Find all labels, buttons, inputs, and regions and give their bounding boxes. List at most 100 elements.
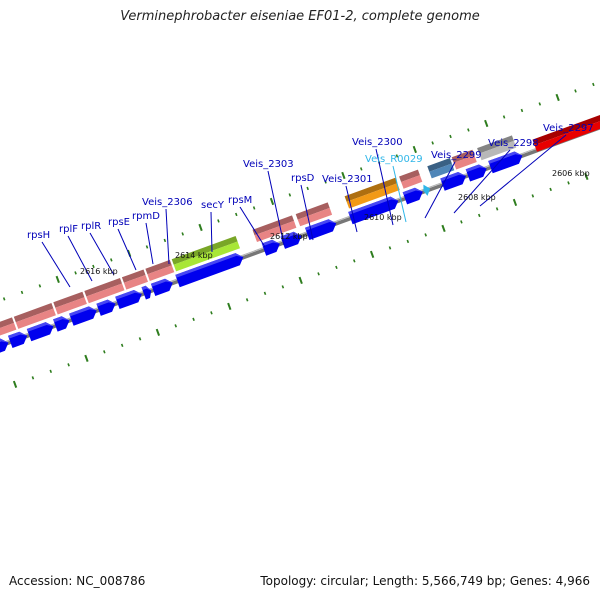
topology-text: Topology: circular; Length: 5,566,749 bp…	[260, 574, 590, 588]
gene-label[interactable]: Veis_2303	[243, 159, 294, 170]
gene-label[interactable]: Veis_2299	[431, 150, 482, 161]
gene-label[interactable]: Veis_2300	[352, 137, 403, 148]
secy-feature-block[interactable]	[171, 236, 240, 272]
gene-label[interactable]: rpsM	[228, 195, 252, 206]
scale-tick-major	[555, 93, 560, 102]
scale-tick-minor	[120, 343, 124, 348]
rrna-feature-block[interactable]	[0, 317, 17, 339]
cds-arrow[interactable]	[402, 187, 423, 205]
rrna-feature-block[interactable]	[53, 291, 87, 315]
cds-arrow[interactable]	[53, 316, 70, 332]
cds-arrow-shape	[488, 151, 523, 174]
cds-arrow[interactable]	[488, 151, 523, 174]
reverse-strand-feature-block[interactable]	[532, 107, 600, 152]
gene-label-leader	[453, 149, 511, 214]
cds-arrow-highlight	[141, 285, 152, 291]
rpsd-feature-block[interactable]	[295, 202, 333, 227]
rna-feature-marker[interactable]	[423, 184, 431, 196]
gene-label[interactable]: Veis_2301	[322, 174, 373, 185]
veis-2297-feature-block[interactable]	[477, 135, 517, 161]
feature-top-face	[252, 215, 294, 236]
scale-tick-minor	[567, 181, 570, 185]
gene-label-leader	[210, 211, 213, 253]
gene-label[interactable]: Veis_R0029	[365, 154, 423, 165]
scale-tick-minor	[549, 187, 552, 192]
feature-front-face	[534, 121, 600, 152]
cds-arrow-highlight	[280, 231, 302, 240]
cds-arrow-shape	[348, 196, 399, 225]
gene-label[interactable]: rpmD	[132, 211, 160, 222]
scale-tick-minor	[477, 213, 481, 218]
cds-arrow[interactable]	[69, 306, 97, 326]
cds-arrow-highlight	[402, 187, 423, 195]
veis-2298-feature-block[interactable]	[451, 149, 477, 170]
scale-tick-major	[441, 224, 446, 233]
scale-tick-major	[412, 145, 417, 154]
feature-front-face	[0, 322, 17, 336]
veis-2300-feature-block[interactable]	[399, 169, 423, 189]
scale-tick-major	[298, 276, 303, 285]
cds-arrow[interactable]	[96, 299, 116, 316]
gene-label[interactable]: Veis_2306	[142, 197, 193, 208]
scale-tick-major	[269, 197, 275, 206]
kbp-label: 2612 kbp	[270, 232, 308, 241]
scale-tick-minor	[103, 350, 106, 354]
scale-tick-major	[198, 223, 203, 232]
scale-tick-minor	[74, 271, 77, 275]
scale-tick-minor	[449, 134, 452, 139]
gene-label-leader	[267, 170, 285, 246]
scale-tick-major	[512, 198, 518, 207]
scale-tick-minor	[31, 376, 35, 380]
feature-top-face	[13, 303, 54, 323]
cds-arrow[interactable]	[26, 322, 54, 342]
scale-tick-major	[55, 275, 60, 284]
kbp-label: 2608 kbp	[458, 193, 496, 202]
cds-arrow[interactable]	[175, 253, 244, 288]
scale-tick-minor	[2, 297, 6, 301]
cds-arrow[interactable]	[141, 285, 152, 300]
cds-arrow[interactable]	[261, 239, 280, 256]
gene-label[interactable]: secY	[201, 200, 225, 211]
rrna-feature-block[interactable]	[13, 303, 56, 329]
gene-label[interactable]: Veis_2298	[488, 138, 539, 149]
scale-tick-minor	[574, 89, 577, 93]
feature-front-face	[453, 155, 477, 170]
gene-label-leader	[165, 208, 170, 265]
feature-front-face	[147, 265, 175, 281]
cds-arrow[interactable]	[305, 219, 337, 240]
scale-tick-minor	[252, 206, 256, 210]
gene-label[interactable]: rpsD	[291, 173, 315, 184]
veis-2299-feature-block[interactable]	[427, 158, 455, 179]
gene-label[interactable]: rplF	[59, 224, 78, 235]
feature-front-face	[123, 275, 148, 290]
scale-tick-minor	[359, 167, 363, 171]
rpsm-feature-block[interactable]	[252, 215, 297, 242]
cds-arrow-highlight	[305, 219, 337, 231]
cds-arrow[interactable]	[348, 196, 399, 225]
cds-arrow[interactable]	[115, 290, 142, 309]
scale-tick-minor	[110, 258, 113, 262]
rrna-feature-block[interactable]	[84, 278, 125, 304]
rrna-feature-block[interactable]	[145, 259, 175, 281]
cds-arrow[interactable]	[0, 338, 9, 355]
cds-arrow[interactable]	[280, 231, 302, 249]
feature-top-face	[427, 158, 452, 172]
rrna-feature-block[interactable]	[121, 269, 148, 290]
cds-arrow[interactable]	[150, 278, 173, 296]
scale-tick-minor	[235, 212, 238, 217]
gene-label[interactable]: rpsH	[27, 230, 50, 241]
gene-label-leader	[239, 206, 266, 248]
gene-label[interactable]: rplR	[81, 221, 101, 232]
scale-tick-major	[155, 328, 161, 336]
gene-label-leader	[89, 232, 115, 276]
gene-label[interactable]: Veis_2297	[543, 123, 594, 134]
cds-arrow[interactable]	[8, 331, 28, 348]
feature-top-face	[0, 317, 14, 328]
gene-label[interactable]: rpsE	[108, 217, 130, 228]
scale-tick-minor	[335, 265, 338, 270]
scale-tick-minor	[431, 141, 434, 145]
cds-arrow[interactable]	[465, 164, 487, 182]
feature-top-face	[451, 149, 475, 163]
scale-tick-minor	[20, 290, 24, 295]
